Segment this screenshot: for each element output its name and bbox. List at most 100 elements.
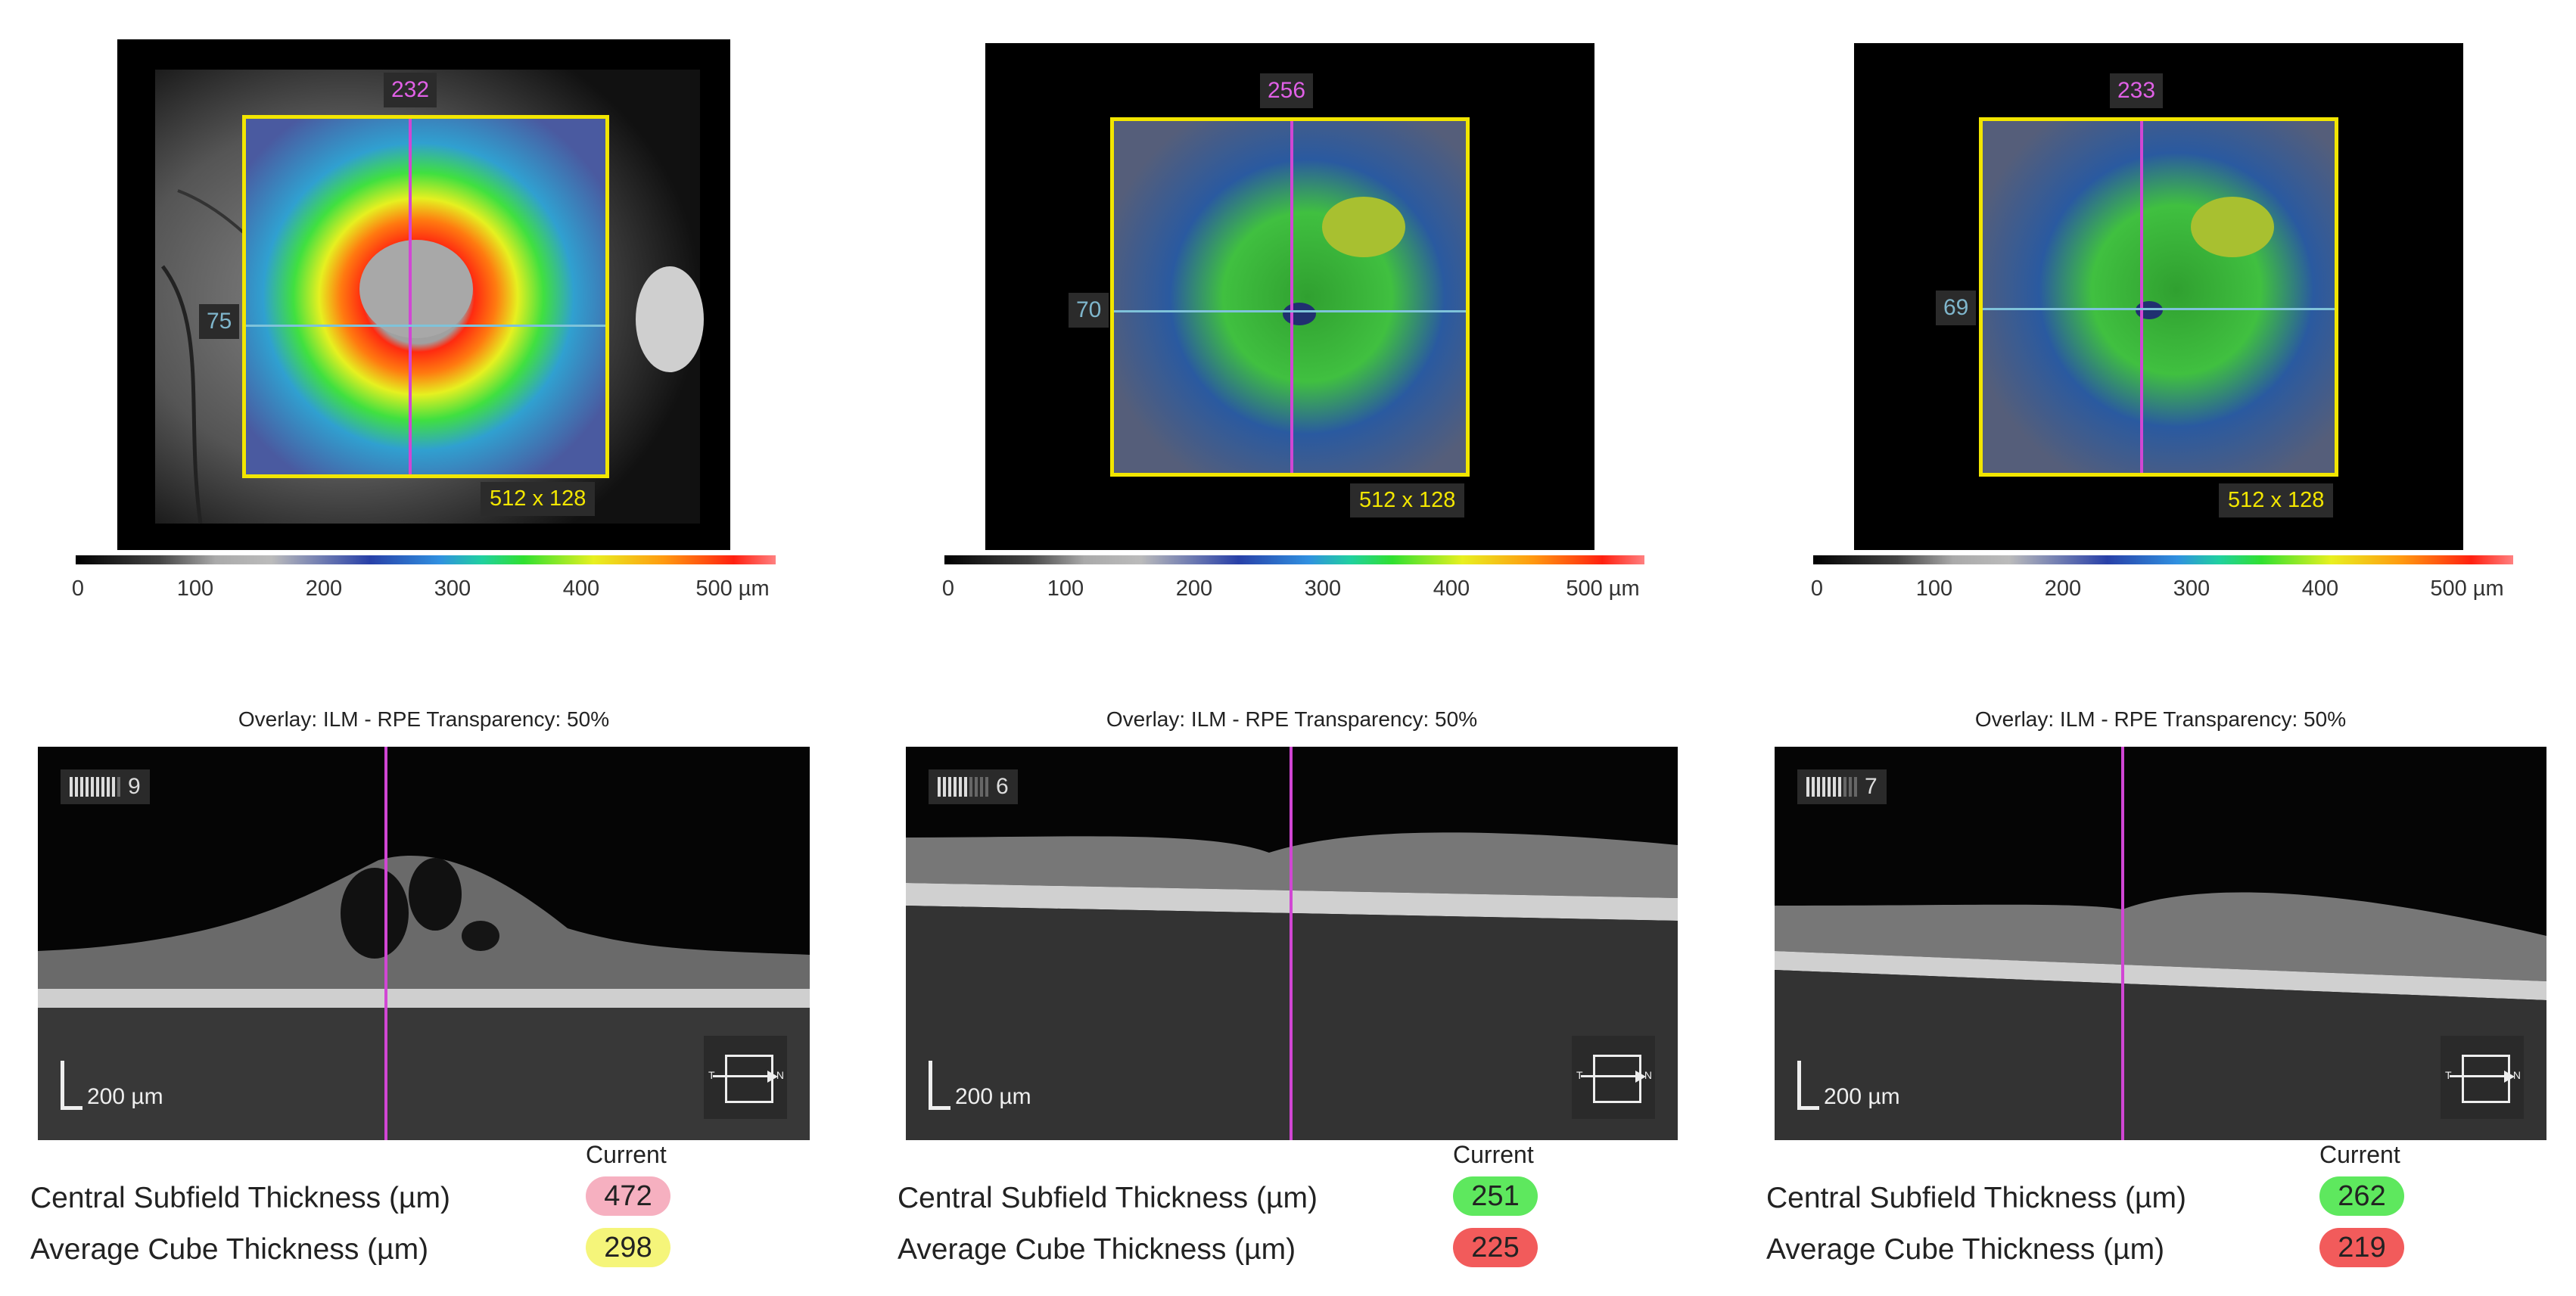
colorbar-tick: 500 µm [695,577,770,601]
scale-bar-label: 200 µm [87,1084,163,1109]
bscan-image-1[interactable]: 9 200 µm T N [38,747,810,1140]
thickness-map-2[interactable]: 256 70 512 x 128 [985,43,1594,550]
panel-3: 233 69 512 x 128 0 100 200 300 400 500 µ… [1733,0,2576,1296]
cst-label-1: Central Subfield Thickness (µm) [30,1182,450,1214]
colorbar-tick: 100 [176,577,214,601]
vertical-position-label-2: 256 [1260,73,1314,108]
direction-nasal-label: N [1644,1069,1652,1081]
colorbar-tick: 100 [1915,577,1953,601]
colorbar-tick: 0 [1810,577,1824,601]
bscan-image-2[interactable]: 6 200 µm T N [906,747,1678,1140]
scan-direction-icon: T N [2441,1036,2524,1119]
thickness-heatmap-1 [246,119,605,474]
colorbar-tick: 200 [2044,577,2082,601]
thickness-heatmap-2 [1114,121,1466,473]
colorbar-tick: 500 µm [2430,577,2504,601]
cst-value-1: 472 [586,1176,670,1216]
signal-strength-bars-icon [1806,777,1857,797]
colorbar-tick: 200 [1175,577,1213,601]
act-label-3: Average Cube Thickness (µm) [1766,1233,2165,1266]
direction-nasal-label: N [776,1069,784,1081]
scale-bar-label: 200 µm [955,1084,1031,1109]
horizontal-position-label-2: 70 [1069,293,1109,328]
horizontal-position-label-1: 75 [199,304,240,339]
scan-dimensions-label-1: 512 x 128 [481,482,596,516]
horizontal-position-label-3: 69 [1936,291,1977,325]
scale-bar-1: 200 µm [61,1061,163,1110]
colorbar-tick: 300 [434,577,471,601]
scale-bar-icon [929,1061,950,1110]
act-label-1: Average Cube Thickness (µm) [30,1233,429,1266]
vertical-position-label-3: 233 [2110,73,2164,108]
colorbar-tick: 400 [2301,577,2339,601]
colorbar-tick: 300 [2173,577,2210,601]
colorbar-tick: 400 [562,577,600,601]
scale-bar-2: 200 µm [929,1061,1031,1110]
act-label-2: Average Cube Thickness (µm) [898,1233,1296,1266]
horizontal-crosshair-2[interactable] [1114,310,1466,312]
vertical-crosshair-2[interactable] [1290,121,1293,473]
scan-direction-icon: T N [704,1036,787,1119]
scan-dimensions-label-3: 512 x 128 [2219,483,2334,517]
signal-strength-value: 7 [1865,774,1878,799]
cst-label-3: Central Subfield Thickness (µm) [1766,1182,2186,1214]
direction-temporal-label: T [1576,1069,1583,1081]
scan-area-box-1[interactable] [242,115,609,478]
signal-strength-value: 6 [996,774,1009,799]
scan-direction-icon: T N [1572,1036,1655,1119]
scale-bar-3: 200 µm [1797,1061,1900,1110]
colorbar-tick: 500 µm [1566,577,1640,601]
thickness-map-1[interactable]: 232 75 512 x 128 [117,39,730,550]
thickness-colorbar-1 [76,555,776,564]
overlay-title-1: Overlay: ILM - RPE Transparency: 50% [238,707,610,731]
direction-nasal-label: N [2512,1069,2521,1081]
panel-2: 256 70 512 x 128 0 100 200 300 400 500 µ… [866,0,1725,1296]
signal-strength-badge-1: 9 [61,769,150,804]
act-value-3: 219 [2319,1228,2404,1267]
current-header-3: Current [2319,1141,2400,1168]
scan-dimensions-label-2: 512 x 128 [1350,483,1465,517]
scale-bar-label: 200 µm [1824,1084,1900,1109]
signal-strength-bars-icon [938,777,988,797]
current-header-1: Current [586,1141,667,1168]
act-value-1: 298 [586,1228,670,1267]
panel-1: 232 75 512 x 128 0 100 200 300 400 500 µ… [0,0,859,1296]
vertical-crosshair-3[interactable] [2140,121,2143,473]
signal-strength-bars-icon [70,777,120,797]
thickness-colorbar-3 [1813,555,2513,564]
bscan-image-3[interactable]: 7 200 µm T N [1775,747,2546,1140]
signal-strength-badge-2: 6 [929,769,1018,804]
horizontal-crosshair-1[interactable] [246,325,605,327]
colorbar-tick: 200 [305,577,343,601]
overlay-title-2: Overlay: ILM - RPE Transparency: 50% [1106,707,1478,731]
vertical-crosshair-1[interactable] [409,119,412,474]
overlay-title-3: Overlay: ILM - RPE Transparency: 50% [1974,707,2347,731]
colorbar-tick: 400 [1433,577,1470,601]
cst-value-3: 262 [2319,1176,2404,1216]
signal-strength-value: 9 [128,774,141,799]
cst-label-2: Central Subfield Thickness (µm) [898,1182,1318,1214]
thickness-map-3[interactable]: 233 69 512 x 128 [1854,43,2463,550]
horizontal-crosshair-3[interactable] [1983,308,2335,310]
signal-strength-badge-3: 7 [1797,769,1887,804]
act-value-2: 225 [1453,1228,1538,1267]
bscan-position-line-1[interactable] [384,747,387,1140]
direction-temporal-label: T [708,1069,715,1081]
cst-value-2: 251 [1453,1176,1538,1216]
current-header-2: Current [1453,1141,1534,1168]
retina-cross-section-1 [38,856,810,1140]
scan-area-box-2[interactable] [1110,117,1470,477]
colorbar-tick: 300 [1304,577,1342,601]
bscan-position-line-3[interactable] [2121,747,2124,1140]
thickness-colorbar-2 [944,555,1644,564]
scale-bar-icon [1797,1061,1819,1110]
bscan-position-line-2[interactable] [1290,747,1293,1140]
colorbar-tick: 0 [71,577,85,601]
direction-temporal-label: T [2445,1069,2452,1081]
retina-cross-section-3 [1775,892,2546,1140]
colorbar-tick: 0 [941,577,955,601]
scale-bar-icon [61,1061,82,1110]
scan-area-box-3[interactable] [1979,117,2338,477]
colorbar-tick: 100 [1047,577,1084,601]
thickness-heatmap-3 [1983,121,2335,473]
